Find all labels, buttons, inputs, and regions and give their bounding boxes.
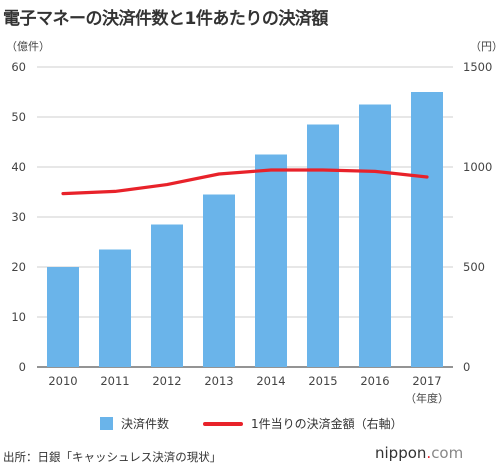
line-series-path [61, 168, 429, 196]
x-tick-label: 2012 [152, 374, 181, 388]
brand-dot: . [426, 444, 432, 462]
left-tick-label: 0 [19, 360, 26, 374]
right-axis-unit: （円） [470, 40, 500, 53]
x-tick-label: 2017 [412, 374, 441, 388]
bar [359, 104, 391, 367]
bar [151, 224, 183, 367]
right-tick-label: 1000 [463, 160, 492, 174]
bar [307, 124, 339, 367]
x-axis-ticks: 2010 2011 2012 2013 2014 2015 2016 2017 [48, 374, 441, 388]
source-note: 出所：日銀「キャッシュレス決済の現状」 [3, 450, 222, 464]
line-series [61, 168, 429, 196]
legend: 決済件数 1件当りの決済金額（右軸） [100, 415, 403, 432]
x-tick-label: 2013 [204, 374, 233, 388]
left-tick-label: 50 [11, 110, 26, 124]
left-tick-label: 20 [11, 260, 26, 274]
left-tick-label: 40 [11, 160, 26, 174]
x-tick-label: 2010 [48, 374, 77, 388]
bar [47, 267, 79, 367]
left-tick-label: 60 [11, 60, 26, 74]
brand-logo: nippon.com [375, 444, 463, 462]
brand-tld: com [431, 444, 464, 462]
right-tick-label: 500 [463, 260, 485, 274]
left-axis-unit: （億件） [6, 40, 50, 53]
x-axis-unit: （年度） [405, 391, 449, 405]
x-tick-label: 2011 [100, 374, 129, 388]
right-axis-ticks: 0 500 1000 1500 [463, 60, 492, 374]
x-tick-label: 2014 [256, 374, 285, 388]
left-tick-label: 30 [11, 210, 26, 224]
bar [255, 154, 287, 367]
legend-line-label: 1件当りの決済金額（右軸） [251, 417, 403, 431]
bar [203, 194, 235, 367]
bar [411, 92, 443, 367]
left-axis-ticks: 0 10 20 30 40 50 60 [11, 60, 26, 374]
brand-name: nippon [375, 444, 427, 462]
bar [99, 249, 131, 367]
x-tick-label: 2015 [308, 374, 337, 388]
legend-bar-label: 決済件数 [121, 417, 170, 431]
right-tick-label: 0 [463, 360, 470, 374]
legend-bar-swatch [100, 417, 113, 430]
chart-title: 電子マネーの決済件数と1件あたりの決済額 [3, 9, 328, 29]
right-tick-label: 1500 [463, 60, 492, 74]
x-tick-label: 2016 [360, 374, 389, 388]
bar-series [47, 92, 443, 367]
legend-line-swatch [203, 421, 244, 426]
left-tick-label: 10 [11, 310, 26, 324]
